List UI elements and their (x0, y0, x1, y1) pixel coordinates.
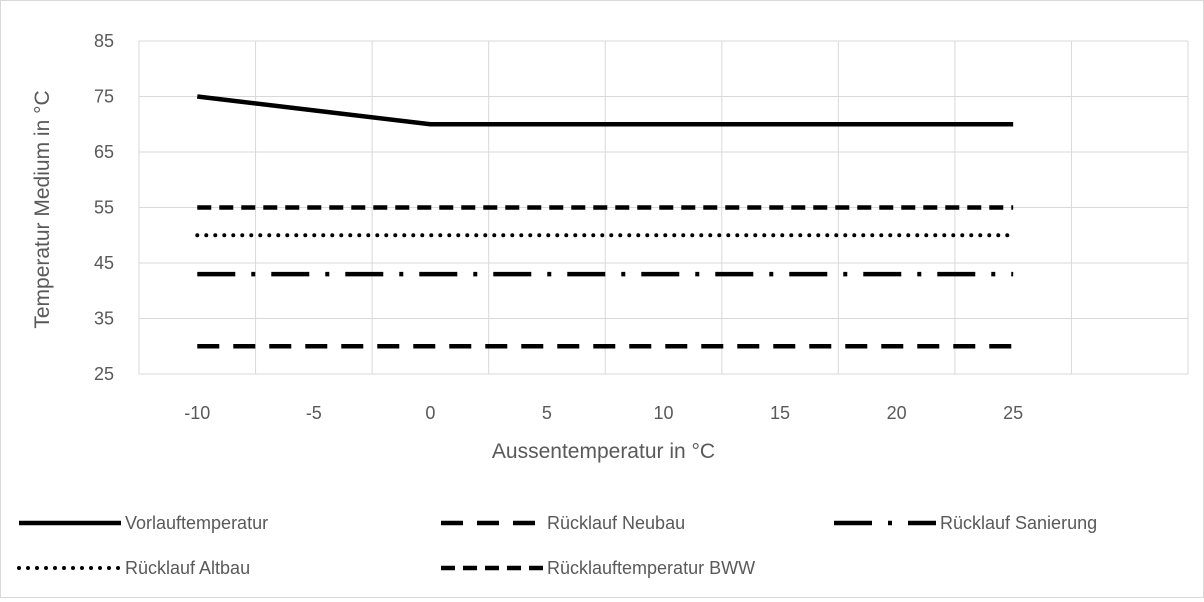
series-line-vorlauftemperatur (197, 94, 1014, 127)
x-axis-ticks: -10 -5 0 5 10 15 20 25 (184, 403, 1023, 423)
y-tick-label: 35 (94, 309, 114, 329)
y-tick-label: 75 (94, 87, 114, 107)
y-axis-ticks: 25 35 45 55 65 75 85 (94, 31, 114, 384)
y-tick-label: 85 (94, 31, 114, 51)
x-tick-label: 25 (1003, 403, 1023, 423)
series-lines (195, 94, 1016, 349)
legend-label-ruecklauf-sanierung: Rücklauf Sanierung (940, 513, 1097, 533)
x-tick-label: -5 (306, 403, 322, 423)
x-axis-title: Aussentemperatur in °C (492, 440, 715, 463)
x-tick-label: -10 (184, 403, 210, 423)
y-tick-label: 45 (94, 253, 114, 273)
legend-label-ruecklauf-neubau: Rücklauf Neubau (547, 513, 685, 533)
y-axis-title: Temperatur Medium in °C (31, 90, 54, 328)
x-tick-label: 0 (425, 403, 435, 423)
y-tick-label: 65 (94, 142, 114, 162)
legend-label-ruecklauf-altbau: Rücklauf Altbau (125, 558, 250, 578)
y-tick-label: 55 (94, 198, 114, 218)
y-tick-label: 25 (94, 364, 114, 384)
legend: Vorlauftemperatur Rücklauf Neubau Rücklauf… (17, 513, 1097, 578)
x-tick-label: 5 (542, 403, 552, 423)
legend-label-ruecklauftemperatur-bww: Rücklauftemperatur BWW (547, 558, 755, 578)
x-tick-label: 20 (887, 403, 907, 423)
x-tick-label: 10 (653, 403, 673, 423)
legend-label-vorlauftemperatur: Vorlauftemperatur (125, 513, 268, 533)
x-tick-label: 15 (770, 403, 790, 423)
